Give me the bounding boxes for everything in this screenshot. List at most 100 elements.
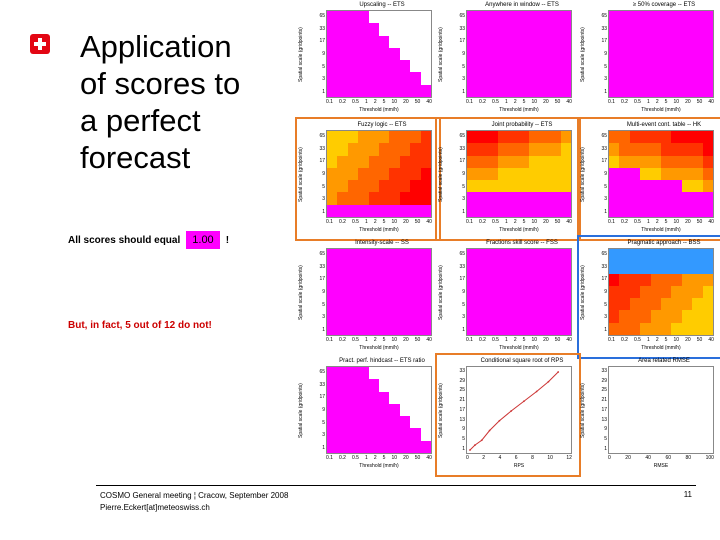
grid-cell	[539, 60, 551, 73]
grid-cell	[378, 249, 390, 262]
x-tick-label: 1	[647, 337, 650, 343]
grid-cell	[477, 204, 488, 217]
grid-cell	[550, 72, 561, 85]
grid-cell	[560, 180, 571, 193]
grid-cell	[529, 273, 540, 286]
grid-cell	[640, 180, 651, 193]
grid-cell	[327, 379, 338, 392]
panel-grid	[326, 248, 432, 336]
grid-cell	[420, 60, 431, 73]
rps-plot	[466, 366, 572, 454]
grid-cell	[650, 310, 661, 323]
grid-cell	[692, 60, 703, 73]
grid-cell	[508, 47, 519, 61]
grid-cell	[619, 35, 630, 48]
score-panel: Fractions skill score -- FSS Spatial scal…	[438, 238, 578, 356]
grid-cell	[399, 47, 411, 61]
grid-cell	[420, 23, 431, 36]
grid-cell	[399, 192, 411, 205]
grid-cell	[650, 47, 661, 61]
grid-cell	[660, 72, 672, 85]
grid-cell	[389, 72, 400, 85]
grid-cell	[399, 155, 411, 168]
grid-cell	[609, 143, 620, 156]
y-tick-label: 65	[319, 133, 325, 140]
grid-cell	[399, 416, 411, 429]
grid-cell	[539, 11, 551, 24]
panel-ylabel: Spatial scale (gridpoints)	[438, 147, 444, 203]
y-tick-label: 3	[322, 432, 325, 439]
grid-cell	[539, 261, 551, 274]
grid-cell	[378, 60, 390, 73]
grid-cell	[508, 298, 519, 311]
x-tick-label: 1	[365, 219, 368, 225]
panel-title: Area related RMSE	[638, 358, 690, 364]
panel-ylabel: Spatial scale (gridpoints)	[298, 147, 304, 203]
y-tick-label: 9	[462, 170, 465, 177]
grid-cell	[518, 285, 530, 299]
grid-cell	[378, 440, 390, 453]
y-tick-label: 65	[459, 133, 465, 140]
grid-cell	[477, 273, 488, 286]
grid-cell	[389, 322, 400, 335]
grid-cell	[692, 273, 703, 286]
grid-cell	[529, 47, 540, 61]
grid-cell	[529, 298, 540, 311]
y-tick-label: 17	[319, 158, 325, 165]
grid-cell	[681, 298, 693, 311]
grid-cell	[477, 249, 488, 262]
grid-cell	[347, 403, 359, 417]
grid-cell	[629, 72, 641, 85]
x-tick-label: 2	[655, 99, 659, 105]
grid-cell	[498, 167, 509, 181]
grid-cell	[368, 167, 379, 181]
grid-cell	[539, 167, 551, 181]
grid-cell	[671, 322, 682, 335]
grid-cell	[358, 416, 369, 429]
panel-title: Fractions skill score -- FSS	[486, 240, 558, 246]
x-tick-label: 20	[403, 99, 409, 105]
x-tick-label: 20	[403, 337, 409, 343]
grid-cell	[389, 298, 400, 311]
grid-cell	[378, 310, 390, 323]
grid-cell	[529, 60, 540, 73]
grid-cell	[389, 47, 400, 61]
rmse-plot	[608, 366, 714, 454]
grid-cell	[609, 322, 620, 335]
grid-cell	[609, 285, 620, 299]
rps-point	[535, 390, 538, 393]
x-tick-label: 0.2	[339, 99, 346, 105]
panel-xticks: 0 20 40 60 80 100	[608, 455, 714, 461]
grid-cell	[399, 285, 411, 299]
grid-cell	[650, 261, 661, 274]
panel-xlabel: RPS	[513, 463, 525, 469]
grid-cell	[399, 204, 411, 217]
grid-cell	[327, 35, 338, 48]
x-tick-label: 0.1	[608, 99, 615, 105]
y-tick-label: 5	[604, 63, 607, 70]
grid-cell	[487, 35, 499, 48]
grid-cell	[498, 11, 509, 24]
score-panel: Joint probability -- ETS Spatial scale (g…	[435, 117, 581, 241]
grid-cell	[702, 167, 713, 181]
grid-cell	[327, 403, 338, 417]
grid-cell	[389, 11, 400, 24]
grid-cell	[410, 391, 421, 404]
x-tick-label: 0.1	[326, 99, 333, 105]
grid-cell	[650, 23, 661, 36]
grid-cell	[609, 155, 620, 168]
grid-cell	[619, 155, 630, 168]
y-tick-label: 1	[604, 88, 607, 95]
panel-title: Joint probability -- ETS	[491, 122, 553, 128]
x-tick-label: 20	[625, 455, 631, 461]
grid-cell	[692, 285, 703, 299]
y-tick-label: 9	[322, 288, 325, 295]
panel-title: Anywhere in window -- ETS	[485, 2, 559, 8]
grid-cell	[518, 11, 530, 24]
grid-cell	[358, 367, 369, 380]
grid-cell	[692, 143, 703, 156]
grid-cell	[358, 403, 369, 417]
grid-cell	[389, 84, 400, 97]
x-tick-label: 40	[645, 455, 651, 461]
grid-cell	[629, 273, 641, 286]
